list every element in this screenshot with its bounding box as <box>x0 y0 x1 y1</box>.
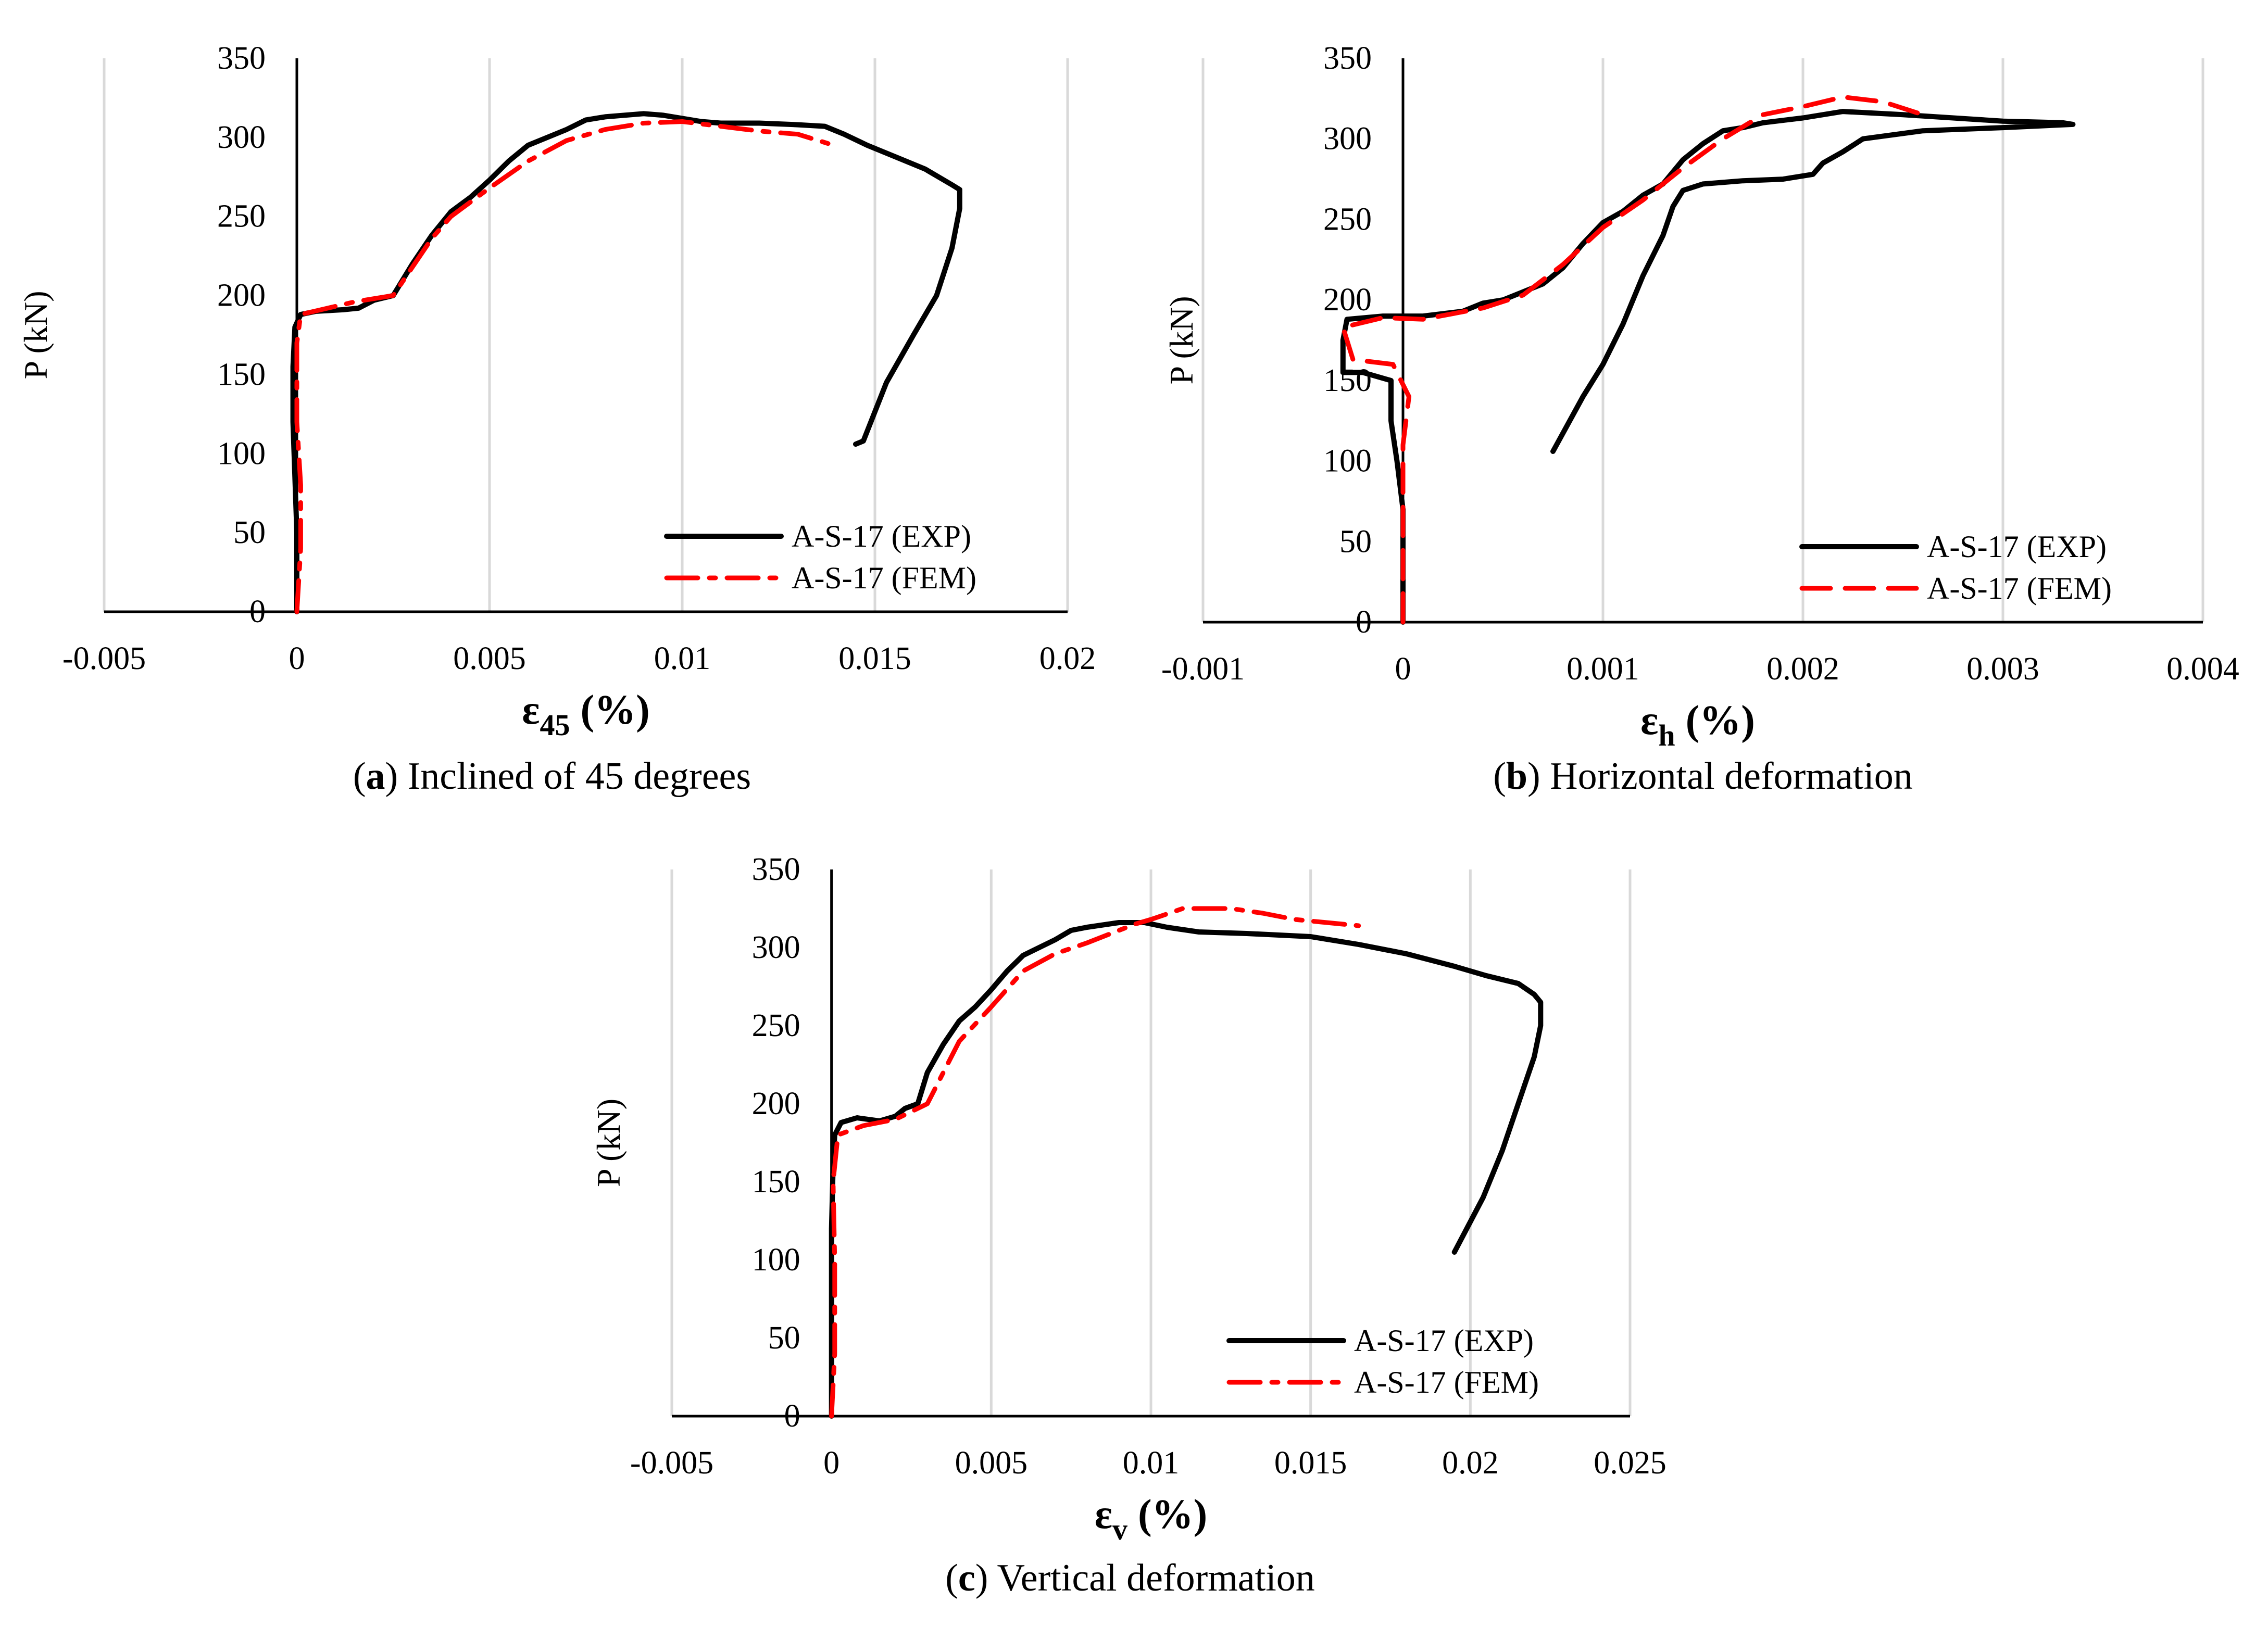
y-tick-label: 200 <box>1323 282 1372 318</box>
series-line-fem <box>1340 94 1925 625</box>
x-axis-label-unit: (%) <box>570 687 649 733</box>
y-tick-label: 350 <box>217 41 266 76</box>
series-line-fem <box>829 906 1361 1419</box>
caption-paren: ( <box>945 1557 958 1599</box>
series-line-exp <box>290 111 962 614</box>
x-axis-label: εv (%) <box>1095 1492 1207 1546</box>
y-tick-label: 150 <box>1323 363 1372 398</box>
panel-caption: (a) Inclined of 45 degrees <box>353 755 751 798</box>
x-axis-label-subscript: h <box>1658 718 1675 752</box>
x-tick-label: 0.004 <box>2166 651 2239 687</box>
y-tick-label: 50 <box>768 1320 800 1356</box>
caption-text: ) Inclined of 45 degrees <box>385 755 751 798</box>
panel-caption: (c) Vertical deformation <box>945 1557 1315 1599</box>
panel-caption: (b) Horizontal deformation <box>1493 755 1913 798</box>
x-axis-label-symbol: ε <box>522 687 540 733</box>
series-line-fem <box>294 119 831 614</box>
legend-label: A-S-17 (EXP) <box>792 519 971 553</box>
y-tick-label: 350 <box>752 852 800 887</box>
x-tick-label: 0.01 <box>1123 1445 1180 1481</box>
x-tick-label: 0.003 <box>1966 651 2039 687</box>
y-tick-label: 150 <box>217 357 266 392</box>
chart-panel-b: -0.001 0 0.001 0.002 0.003 0.004 0 50 100 150 200 2… <box>1161 41 2239 798</box>
chart-panel-a: -0.005 0 0.005 0.01 0.015 0.02 0 50 100 150 200 250… <box>17 41 1096 798</box>
x-tick-label: 0 <box>1395 651 1411 687</box>
x-tick-label: -0.005 <box>630 1445 713 1481</box>
x-tick-label: 0.005 <box>955 1445 1028 1481</box>
x-tick-label: 0.001 <box>1567 651 1639 687</box>
legend-label: A-S-17 (FEM) <box>1354 1365 1539 1399</box>
x-axis-label-subscript: v <box>1112 1512 1127 1546</box>
x-tick-label: 0.002 <box>1766 651 1839 687</box>
x-axis-label: ε45 (%) <box>522 687 649 742</box>
y-tick-label: 300 <box>1323 121 1372 157</box>
y-tick-label: 100 <box>752 1242 800 1278</box>
y-tick-label: 300 <box>752 930 800 965</box>
y-tick-label: 250 <box>217 199 266 234</box>
x-axis-label: εh (%) <box>1640 698 1755 752</box>
x-tick-label: 0.005 <box>453 641 526 676</box>
caption-paren: ( <box>1493 755 1506 798</box>
x-axis-label-unit: (%) <box>1127 1492 1207 1537</box>
caption-text: ) Vertical deformation <box>975 1557 1315 1599</box>
y-tick-label: 50 <box>233 515 266 550</box>
caption-letter: a <box>366 755 385 798</box>
y-tick-label: 250 <box>1323 201 1372 237</box>
y-tick-label: 0 <box>784 1398 800 1434</box>
x-axis-label-symbol: ε <box>1095 1492 1112 1537</box>
legend-label: A-S-17 (FEM) <box>1927 571 2112 606</box>
y-tick-label: 200 <box>217 278 266 313</box>
y-tick-label: 200 <box>752 1086 800 1121</box>
y-tick-label: 50 <box>1339 524 1372 559</box>
x-tick-label: 0.02 <box>1442 1445 1499 1481</box>
x-axis-label-unit: (%) <box>1675 698 1755 743</box>
x-tick-label: 0.015 <box>838 641 911 676</box>
x-axis-label-subscript: 45 <box>540 708 570 742</box>
y-tick-label: 350 <box>1323 41 1372 76</box>
caption-letter: b <box>1506 755 1527 798</box>
x-tick-label: 0.025 <box>1594 1445 1666 1481</box>
chart-panel-c: -0.005 0 0.005 0.01 0.015 0.02 0.025 0 50 100 150 2… <box>590 852 1666 1599</box>
legend-label: A-S-17 (EXP) <box>1354 1323 1534 1358</box>
y-tick-label: 100 <box>217 436 266 471</box>
y-axis-label: P (kN) <box>590 1099 627 1187</box>
y-axis-label: P (kN) <box>1163 296 1200 384</box>
y-tick-label: 250 <box>752 1008 800 1043</box>
legend-label: A-S-17 (EXP) <box>1927 529 2107 564</box>
y-tick-label: 100 <box>1323 444 1372 479</box>
y-tick-label: 0 <box>249 594 266 629</box>
x-tick-label: -0.001 <box>1161 651 1245 687</box>
x-tick-label: 0.02 <box>1039 641 1096 676</box>
x-axis-label-symbol: ε <box>1640 698 1658 743</box>
y-tick-label: 150 <box>752 1164 800 1200</box>
x-tick-label: 0.015 <box>1274 1445 1347 1481</box>
x-tick-label: 0 <box>289 641 305 676</box>
x-tick-label: -0.005 <box>62 641 146 676</box>
y-axis-label: P (kN) <box>17 291 54 379</box>
series-line-exp <box>829 920 1544 1419</box>
x-tick-label: 0 <box>823 1445 839 1481</box>
legend-label: A-S-17 (FEM) <box>792 561 976 595</box>
caption-letter: c <box>958 1557 975 1599</box>
y-tick-label: 300 <box>217 120 266 155</box>
y-tick-label: 0 <box>1356 604 1372 640</box>
x-tick-label: 0.01 <box>654 641 711 676</box>
caption-paren: ( <box>353 755 366 798</box>
caption-text: ) Horizontal deformation <box>1527 755 1913 798</box>
